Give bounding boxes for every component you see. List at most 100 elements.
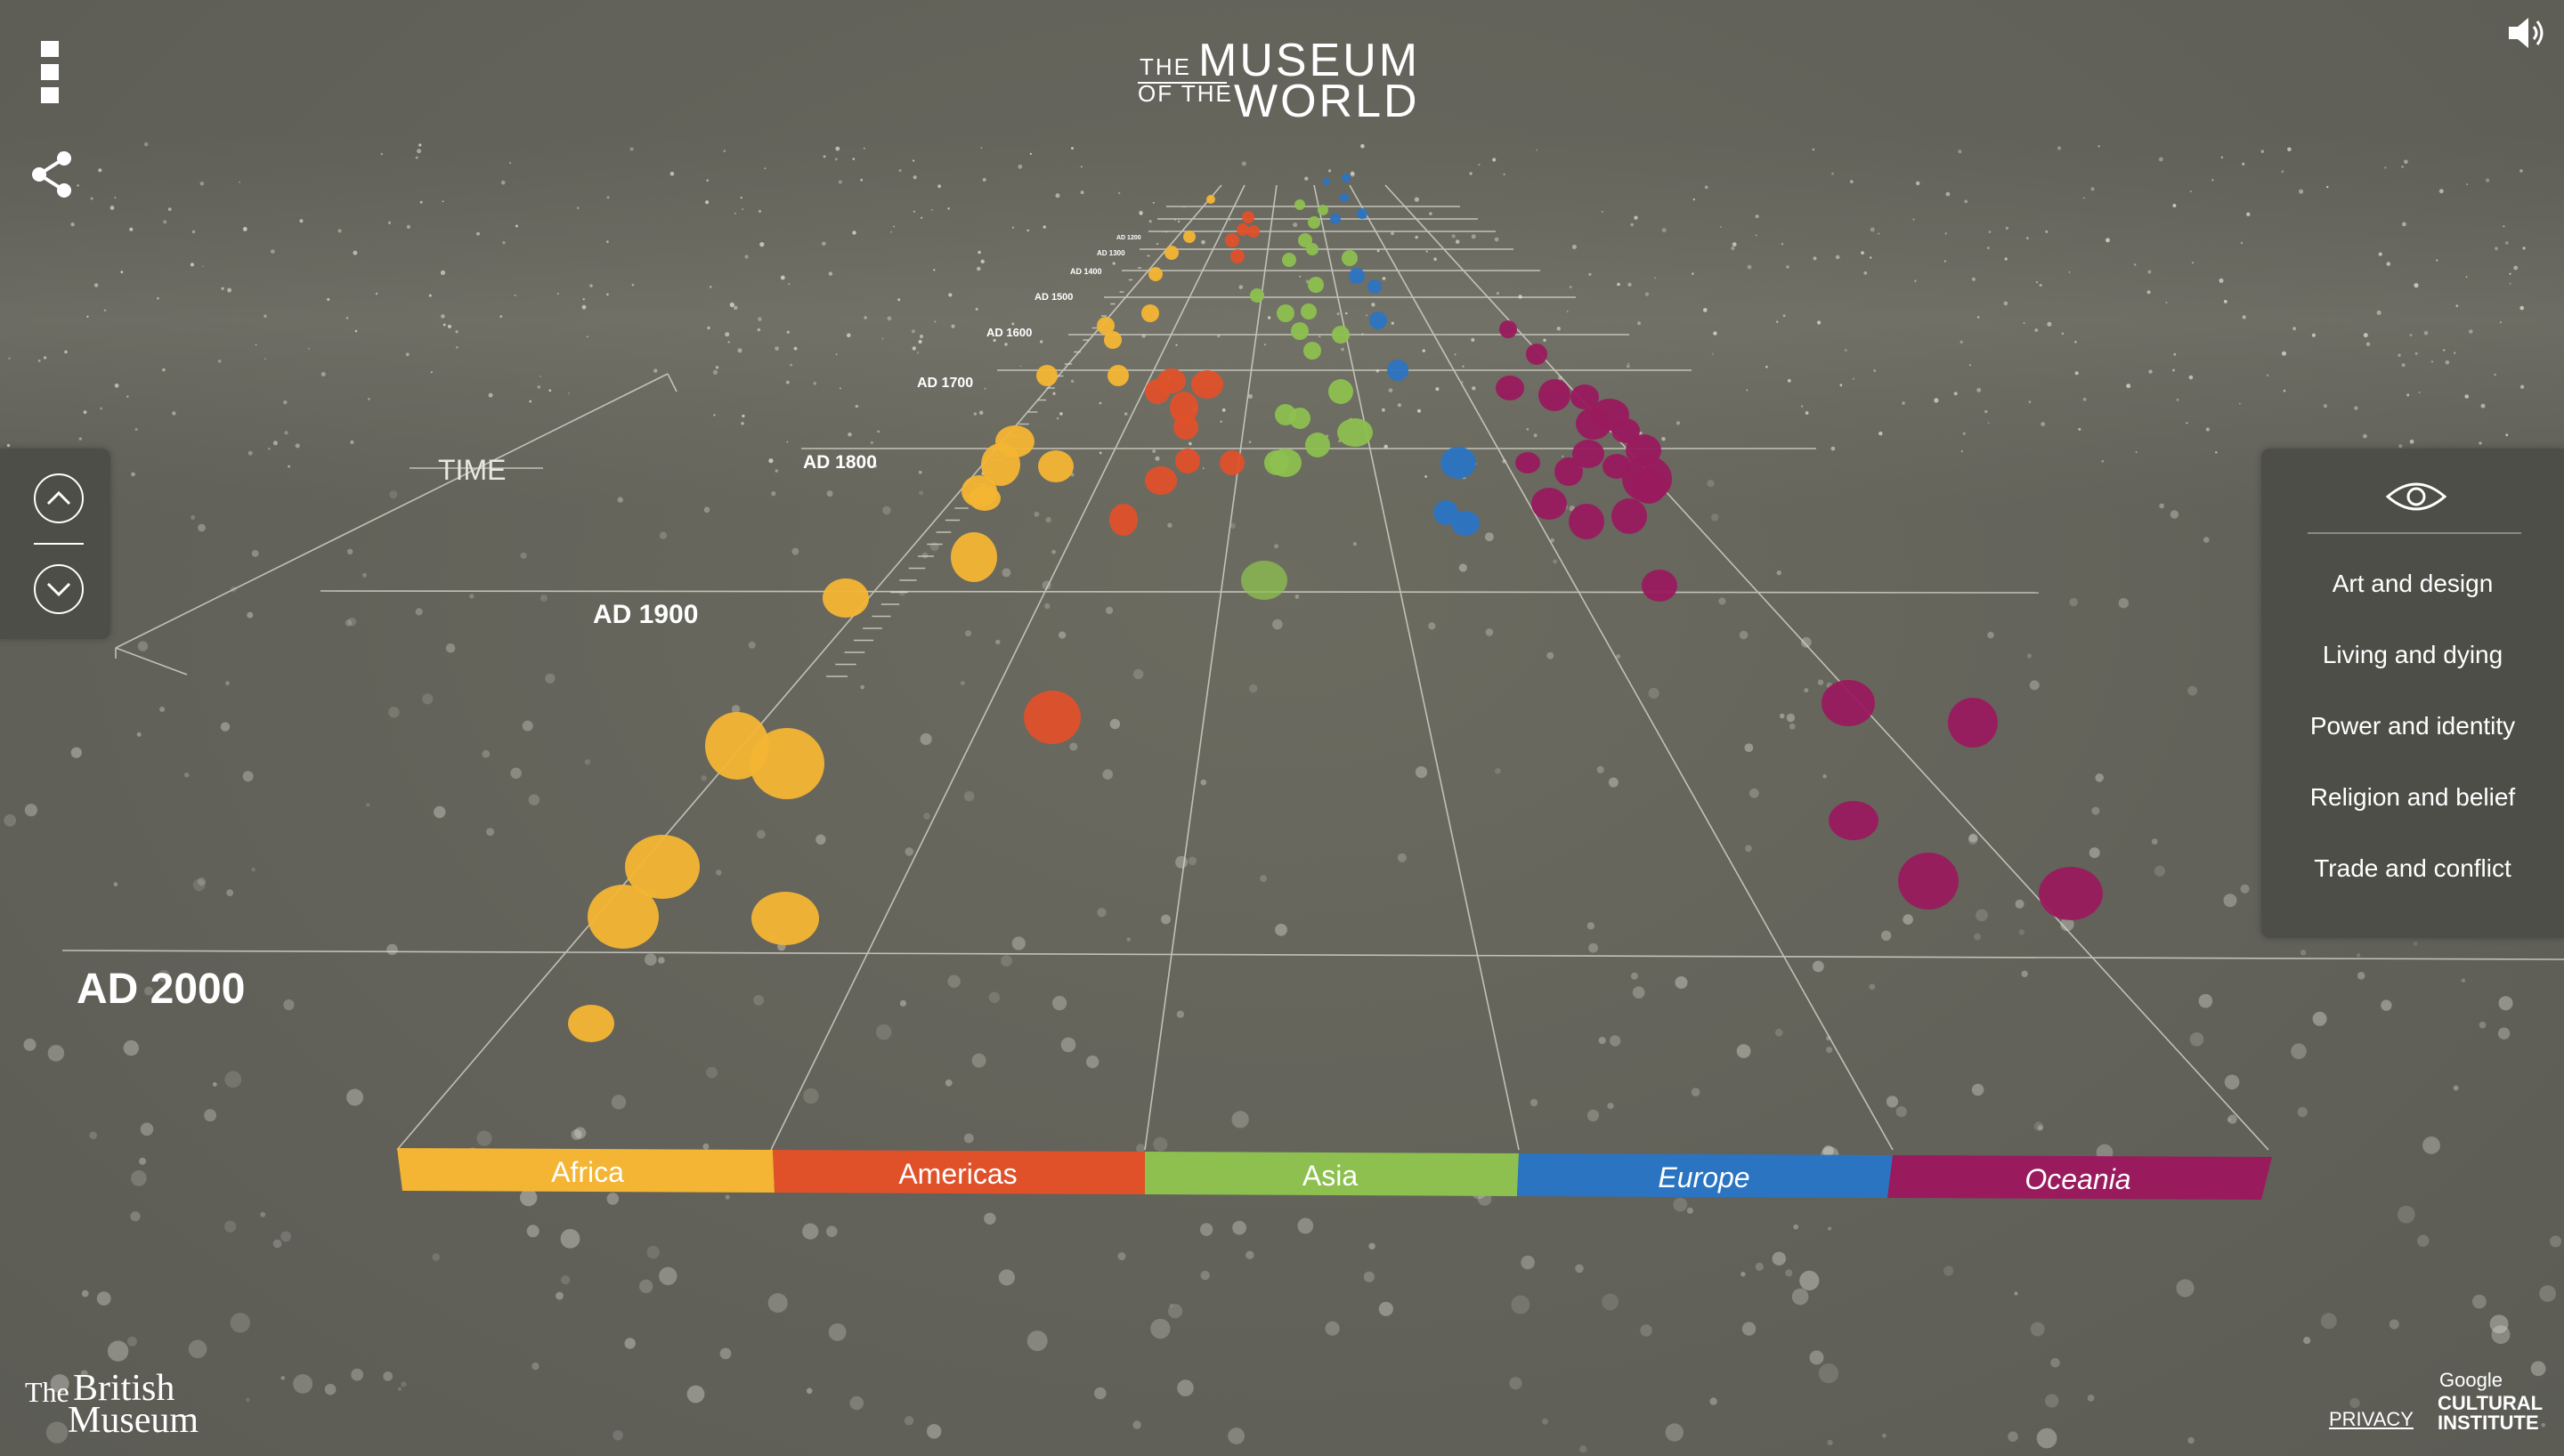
object-dot-asia[interactable] xyxy=(1241,561,1287,600)
object-dot-asia[interactable] xyxy=(1282,253,1296,267)
object-dot-oceania[interactable] xyxy=(1515,452,1540,473)
object-dot-africa[interactable] xyxy=(751,892,819,945)
object-dot-africa[interactable] xyxy=(1036,365,1058,386)
object-dot-asia[interactable] xyxy=(1308,277,1324,293)
band-oceania[interactable] xyxy=(1887,1155,2272,1200)
object-dot-africa[interactable] xyxy=(1104,331,1122,349)
object-dot-oceania[interactable] xyxy=(1569,504,1604,539)
object-dot-africa[interactable] xyxy=(995,425,1035,457)
object-dot-africa[interactable] xyxy=(625,835,700,899)
museum-of-the-world-logo[interactable]: THE MUSEUM OF THE WORLD xyxy=(1131,34,1433,127)
object-dot-oceania[interactable] xyxy=(1496,376,1524,400)
object-dot-oceania[interactable] xyxy=(1611,418,1640,443)
object-dot-africa[interactable] xyxy=(1097,317,1115,335)
object-dot-europe[interactable] xyxy=(1340,193,1349,202)
object-dot-asia[interactable] xyxy=(1250,288,1264,303)
object-dot-americas[interactable] xyxy=(1170,392,1198,424)
filter-trade-and-conflict[interactable]: Trade and conflict xyxy=(2314,854,2511,882)
object-dot-americas[interactable] xyxy=(1230,249,1245,263)
object-dot-americas[interactable] xyxy=(1225,233,1239,247)
object-dot-africa[interactable] xyxy=(1164,246,1179,260)
object-dot-asia[interactable] xyxy=(1318,205,1328,215)
object-dot-africa[interactable] xyxy=(951,532,997,582)
object-dot-asia[interactable] xyxy=(1342,250,1358,266)
object-dot-asia[interactable] xyxy=(1306,243,1319,255)
object-dot-americas[interactable] xyxy=(1220,450,1245,475)
object-dot-oceania[interactable] xyxy=(1631,468,1667,504)
object-dot-oceania[interactable] xyxy=(1948,698,1998,748)
filter-religion-and-belief[interactable]: Religion and belief xyxy=(2309,783,2516,811)
object-dot-africa[interactable] xyxy=(823,578,869,618)
object-dot-oceania[interactable] xyxy=(1626,434,1661,466)
object-dot-africa[interactable] xyxy=(705,712,769,780)
object-dot-americas[interactable] xyxy=(1145,466,1177,495)
object-dot-africa[interactable] xyxy=(1141,304,1159,322)
object-dot-oceania[interactable] xyxy=(1829,801,1878,840)
object-dot-oceania[interactable] xyxy=(1822,680,1875,726)
object-dot-americas[interactable] xyxy=(1024,691,1081,744)
object-dot-americas[interactable] xyxy=(1237,223,1249,236)
object-dot-europe[interactable] xyxy=(1440,447,1476,479)
object-dot-americas[interactable] xyxy=(1242,211,1254,223)
menu-icon[interactable] xyxy=(41,41,66,112)
speaker-icon[interactable] xyxy=(2507,16,2546,50)
object-dot-oceania[interactable] xyxy=(1898,853,1959,910)
object-dot-europe[interactable] xyxy=(1330,214,1341,224)
filter-power-and-identity[interactable]: Power and identity xyxy=(2309,712,2516,740)
object-dot-oceania[interactable] xyxy=(1499,320,1517,338)
british-museum-logo[interactable]: The British Museum xyxy=(25,1367,239,1441)
object-dot-asia[interactable] xyxy=(1332,326,1350,344)
object-dot-asia[interactable] xyxy=(1291,322,1309,340)
object-dot-europe[interactable] xyxy=(1369,311,1387,329)
object-dot-oceania[interactable] xyxy=(1570,384,1599,409)
object-dot-americas[interactable] xyxy=(1247,225,1260,238)
object-dot-oceania[interactable] xyxy=(1554,457,1583,486)
share-icon[interactable] xyxy=(28,150,75,199)
object-dot-americas[interactable] xyxy=(1175,449,1200,473)
object-dot-asia[interactable] xyxy=(1303,342,1321,360)
object-dot-americas[interactable] xyxy=(1157,368,1186,393)
object-dot-africa[interactable] xyxy=(1206,195,1215,204)
object-dot-africa[interactable] xyxy=(1183,231,1196,243)
object-dot-africa[interactable] xyxy=(568,1005,614,1042)
object-dot-asia[interactable] xyxy=(1277,304,1294,322)
object-dot-oceania[interactable] xyxy=(1526,344,1547,365)
band-asia[interactable] xyxy=(1145,1152,1519,1196)
object-dot-asia[interactable] xyxy=(1328,379,1353,404)
object-dot-oceania[interactable] xyxy=(1538,379,1570,411)
object-dot-oceania[interactable] xyxy=(1602,454,1631,479)
object-dot-africa[interactable] xyxy=(1108,365,1129,386)
object-dot-europe[interactable] xyxy=(1451,511,1480,536)
object-dot-africa[interactable] xyxy=(961,475,997,507)
object-dot-asia[interactable] xyxy=(1308,216,1320,229)
filter-art-and-design[interactable]: Art and design xyxy=(2332,570,2494,597)
object-dot-europe[interactable] xyxy=(1387,360,1408,381)
time-up-button[interactable] xyxy=(34,473,84,523)
object-dot-asia[interactable] xyxy=(1337,418,1373,447)
object-dot-asia[interactable] xyxy=(1305,433,1330,457)
band-europe[interactable] xyxy=(1517,1153,1893,1198)
object-dot-oceania[interactable] xyxy=(1572,440,1604,468)
object-dot-oceania[interactable] xyxy=(1611,498,1647,534)
object-dot-oceania[interactable] xyxy=(1531,488,1567,520)
object-dot-asia[interactable] xyxy=(1301,303,1317,320)
object-dot-oceania[interactable] xyxy=(1642,570,1677,602)
object-dot-europe[interactable] xyxy=(1349,268,1365,284)
continent-bands[interactable]: Africa Americas Asia Europe Oceania xyxy=(397,1148,2272,1200)
privacy-link[interactable]: PRIVACY xyxy=(2329,1408,2414,1430)
object-dot-africa[interactable] xyxy=(1038,450,1074,482)
time-down-button[interactable] xyxy=(34,564,84,614)
object-dot-asia[interactable] xyxy=(1289,408,1310,429)
object-dot-americas[interactable] xyxy=(1191,370,1223,399)
object-dot-europe[interactable] xyxy=(1357,208,1367,219)
object-dot-asia[interactable] xyxy=(1264,450,1289,475)
eye-icon[interactable] xyxy=(2384,473,2448,520)
object-dot-africa[interactable] xyxy=(1148,267,1163,281)
object-dot-africa[interactable] xyxy=(588,885,659,949)
object-dot-europe[interactable] xyxy=(1342,174,1351,182)
object-dot-asia[interactable] xyxy=(1294,199,1305,210)
object-dot-europe[interactable] xyxy=(1367,279,1382,294)
filter-living-and-dying[interactable]: Living and dying xyxy=(2322,641,2503,668)
object-dot-americas[interactable] xyxy=(1109,504,1138,536)
object-dot-europe[interactable] xyxy=(1433,500,1458,525)
